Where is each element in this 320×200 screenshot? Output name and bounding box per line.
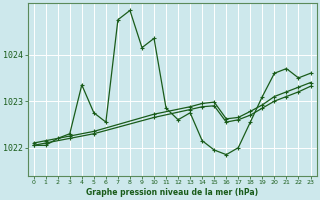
X-axis label: Graphe pression niveau de la mer (hPa): Graphe pression niveau de la mer (hPa) bbox=[86, 188, 258, 197]
